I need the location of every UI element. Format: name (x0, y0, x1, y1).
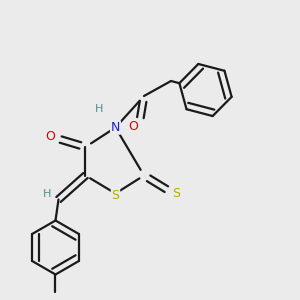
Text: O: O (45, 130, 55, 143)
Text: S: S (172, 187, 180, 200)
Text: H: H (95, 104, 103, 114)
Text: H: H (43, 189, 51, 199)
Text: O: O (128, 119, 138, 133)
Text: N: N (111, 121, 120, 134)
Text: S: S (112, 189, 119, 203)
